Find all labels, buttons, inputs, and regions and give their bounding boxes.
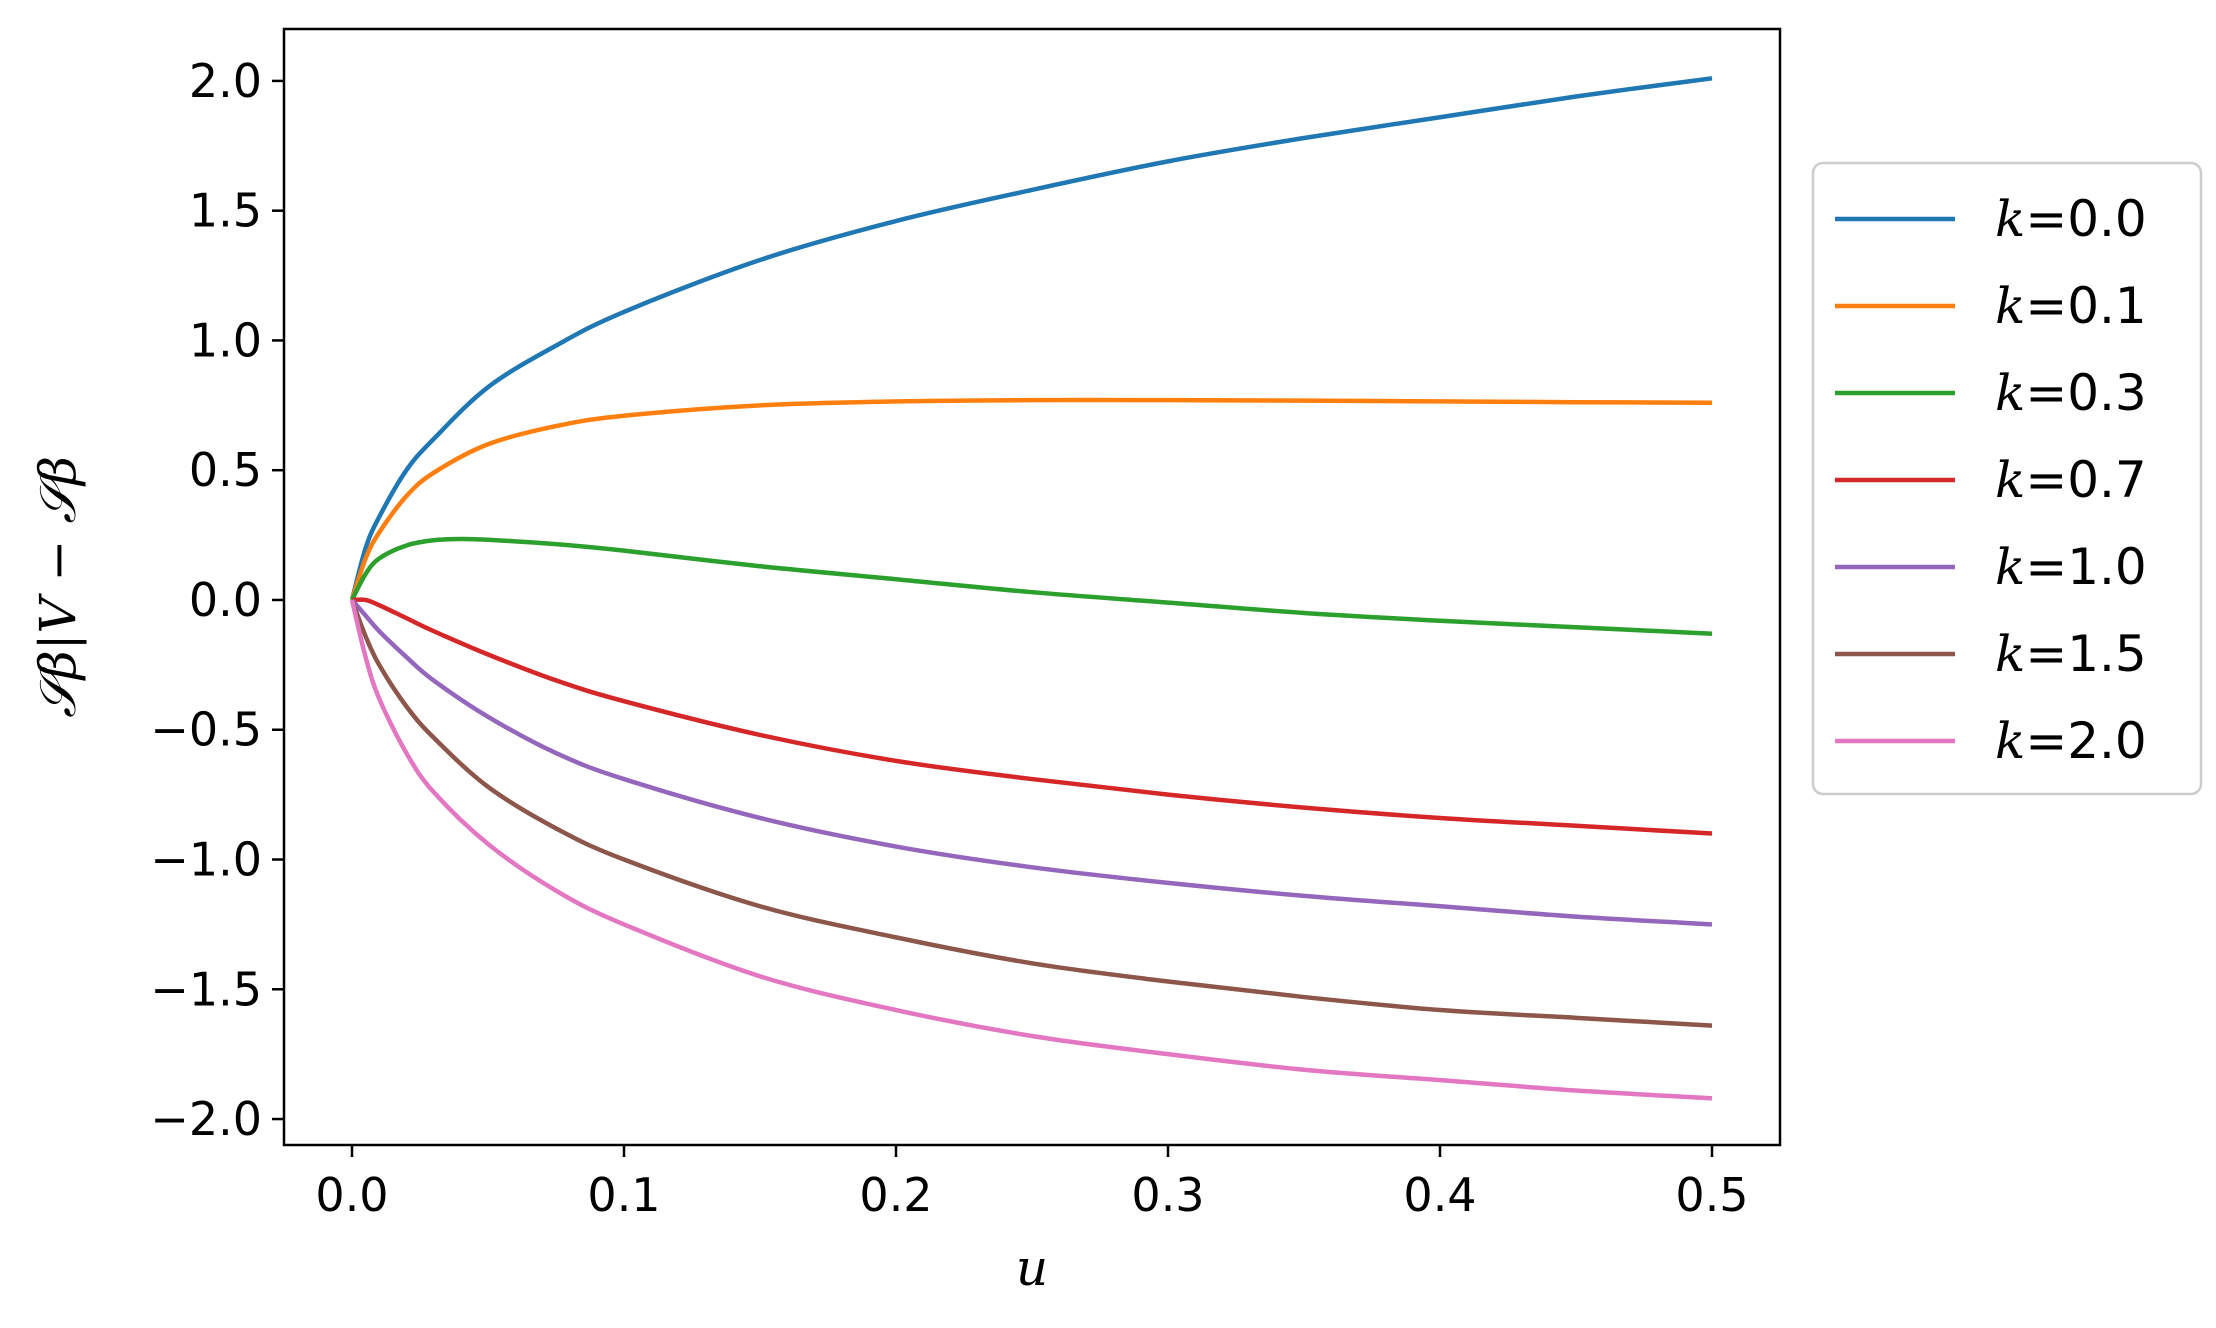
legend-entry-0: k=0.0 bbox=[1995, 190, 2147, 248]
legend-var: k bbox=[1995, 451, 2025, 509]
series-line-6 bbox=[349, 599, 1713, 1101]
legend-value: =0.0 bbox=[2025, 190, 2146, 248]
legend-var: k bbox=[1995, 364, 2025, 422]
series-line-2 bbox=[349, 536, 1713, 636]
legend-var: k bbox=[1995, 190, 2025, 248]
legend-value: =0.1 bbox=[2025, 277, 2146, 335]
y-tick-label: 2.0 bbox=[189, 54, 262, 108]
series-layer bbox=[349, 76, 1713, 1101]
legend-frame bbox=[1811, 161, 2203, 796]
legend-var: k bbox=[1995, 538, 2025, 596]
series-line-0 bbox=[349, 76, 1713, 601]
series-line-1 bbox=[349, 397, 1713, 601]
y-tick-label: −1.0 bbox=[150, 833, 262, 887]
y-tick-label: 1.0 bbox=[189, 313, 262, 367]
legend-var: k bbox=[1995, 625, 2025, 683]
x-tick-label: 0.2 bbox=[859, 1168, 932, 1222]
legend-var: k bbox=[1995, 277, 2025, 335]
legend-entry-6: k=2.0 bbox=[1995, 712, 2147, 770]
y-tick-label: 0.5 bbox=[189, 443, 262, 497]
y-tick-label: −1.5 bbox=[150, 962, 262, 1016]
legend-value: =2.0 bbox=[2025, 712, 2146, 770]
series-line-4 bbox=[350, 598, 1713, 927]
legend-value: =1.0 bbox=[2025, 538, 2146, 596]
plot-area-frame bbox=[282, 27, 1782, 1147]
x-tick-label: 0.3 bbox=[1131, 1168, 1204, 1222]
x-tick-label: 0.5 bbox=[1675, 1168, 1748, 1222]
y-tick-label: −2.0 bbox=[150, 1092, 262, 1146]
x-tick-label: 0.1 bbox=[587, 1168, 660, 1222]
legend-value: =1.5 bbox=[2025, 625, 2146, 683]
legend-entry-4: k=1.0 bbox=[1995, 538, 2147, 596]
x-tick-label: 0.4 bbox=[1403, 1168, 1476, 1222]
legend-entry-3: k=0.7 bbox=[1995, 451, 2147, 509]
y-tick-label: −0.5 bbox=[150, 703, 262, 757]
series-line-5 bbox=[349, 599, 1713, 1028]
y-tick-label: 1.5 bbox=[189, 184, 262, 238]
legend-entry-2: k=0.3 bbox=[1995, 364, 2147, 422]
x-axis: 0.0 0.1 0.2 0.3 0.4 0.5 bbox=[315, 1145, 1749, 1222]
x-tick-label: 0.0 bbox=[315, 1168, 388, 1222]
legend-entry-5: k=1.5 bbox=[1995, 625, 2147, 683]
legend-value: =0.3 bbox=[2025, 364, 2146, 422]
legend-value: =0.7 bbox=[2025, 451, 2146, 509]
legend-var: k bbox=[1995, 712, 2025, 770]
y-axis-label: 𝒮β|V − 𝒮β bbox=[29, 456, 87, 718]
legend-entry-1: k=0.1 bbox=[1995, 277, 2147, 335]
y-tick-label: 0.0 bbox=[189, 573, 262, 627]
y-axis: 2.0 1.5 1.0 0.5 0.0 −0.5 −1.0 −1.5 −2.0 bbox=[150, 54, 284, 1146]
series-line-3 bbox=[351, 597, 1713, 836]
legend: k=0.0k=0.1k=0.3k=0.7k=1.0k=1.5k=2.0 bbox=[1811, 161, 2203, 796]
x-axis-label: u bbox=[1016, 1239, 1048, 1297]
